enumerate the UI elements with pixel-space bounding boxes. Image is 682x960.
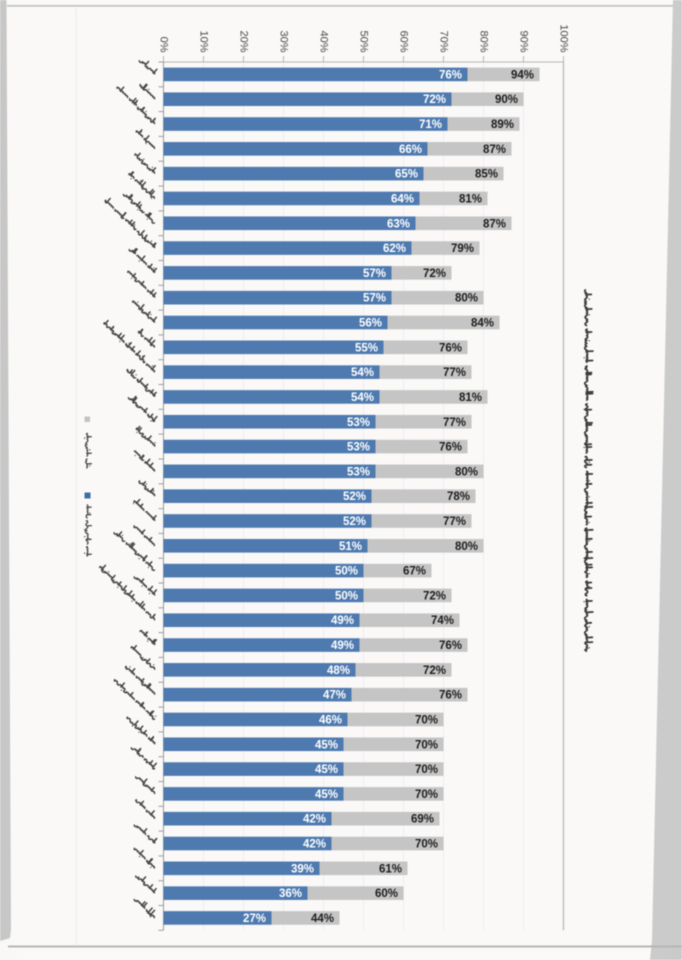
svg-text:70%: 70% (415, 789, 438, 801)
svg-text:66%: 66% (399, 144, 422, 156)
svg-text:51%: 51% (339, 541, 362, 553)
svg-text:30%: 30% (278, 30, 290, 52)
svg-text:55%: 55% (355, 342, 378, 354)
svg-text:78%: 78% (447, 491, 470, 503)
svg-text:70%: 70% (415, 839, 438, 851)
svg-text:49%: 49% (331, 640, 354, 652)
svg-text:80%: 80% (478, 30, 490, 52)
svg-text:56%: 56% (359, 318, 382, 330)
svg-text:39%: 39% (291, 863, 314, 875)
svg-text:76%: 76% (439, 69, 462, 81)
svg-text:90%: 90% (518, 30, 530, 52)
svg-text:90%: 90% (495, 94, 518, 106)
svg-text:76%: 76% (439, 342, 462, 354)
svg-text:70%: 70% (438, 30, 450, 52)
svg-text:84%: 84% (471, 318, 494, 330)
svg-text:89%: 89% (491, 119, 514, 131)
svg-text:72%: 72% (423, 268, 446, 280)
svg-text:0%: 0% (158, 37, 170, 53)
svg-text:45%: 45% (315, 789, 338, 801)
svg-text:71%: 71% (419, 119, 442, 131)
svg-text:63%: 63% (387, 218, 410, 230)
svg-text:53%: 53% (347, 466, 370, 478)
svg-text:79%: 79% (451, 243, 474, 255)
svg-text:48%: 48% (327, 665, 350, 677)
svg-text:54%: 54% (351, 367, 374, 379)
svg-text:64%: 64% (391, 193, 414, 205)
svg-text:60%: 60% (398, 30, 410, 52)
svg-text:10%: 10% (198, 30, 210, 52)
svg-text:65%: 65% (395, 169, 418, 181)
svg-text:50%: 50% (358, 30, 370, 52)
svg-text:72%: 72% (423, 665, 446, 677)
svg-text:42%: 42% (303, 814, 326, 826)
svg-text:87%: 87% (483, 144, 506, 156)
svg-text:53%: 53% (347, 417, 370, 429)
svg-text:20%: 20% (238, 30, 250, 52)
svg-text:50%: 50% (335, 590, 358, 602)
svg-text:76%: 76% (439, 690, 462, 702)
svg-text:57%: 57% (363, 293, 386, 305)
svg-text:81%: 81% (459, 392, 482, 404)
svg-text:47%: 47% (323, 690, 346, 702)
svg-text:46%: 46% (319, 714, 342, 726)
svg-text:77%: 77% (443, 417, 466, 429)
svg-text:54%: 54% (351, 392, 374, 404)
svg-text:81%: 81% (459, 193, 482, 205)
svg-text:57%: 57% (363, 268, 386, 280)
svg-text:72%: 72% (423, 590, 446, 602)
svg-text:94%: 94% (511, 69, 534, 81)
svg-text:70%: 70% (415, 739, 438, 751)
svg-text:85%: 85% (475, 169, 498, 181)
svg-text:70%: 70% (415, 764, 438, 776)
svg-text:49%: 49% (331, 615, 354, 627)
svg-text:80%: 80% (455, 293, 478, 305)
svg-text:52%: 52% (343, 516, 366, 528)
svg-text:27%: 27% (243, 913, 266, 925)
svg-text:77%: 77% (443, 516, 466, 528)
svg-text:72%: 72% (423, 94, 446, 106)
svg-text:52%: 52% (343, 491, 366, 503)
svg-text:76%: 76% (439, 640, 462, 652)
svg-text:100%: 100% (558, 24, 570, 52)
svg-text:45%: 45% (315, 764, 338, 776)
svg-text:60%: 60% (375, 888, 398, 900)
svg-text:74%: 74% (431, 615, 454, 627)
svg-text:87%: 87% (483, 218, 506, 230)
svg-text:50%: 50% (335, 566, 358, 578)
svg-text:44%: 44% (311, 913, 334, 925)
svg-text:76%: 76% (439, 442, 462, 454)
svg-text:69%: 69% (411, 814, 434, 826)
svg-text:36%: 36% (279, 888, 302, 900)
svg-text:61%: 61% (379, 863, 402, 875)
svg-text:80%: 80% (455, 541, 478, 553)
svg-text:70%: 70% (415, 714, 438, 726)
svg-text:42%: 42% (303, 839, 326, 851)
svg-text:40%: 40% (318, 30, 330, 52)
svg-text:45%: 45% (315, 739, 338, 751)
svg-text:62%: 62% (383, 243, 406, 255)
svg-text:67%: 67% (403, 566, 426, 578)
svg-text:53%: 53% (347, 442, 370, 454)
svg-text:80%: 80% (455, 466, 478, 478)
svg-text:77%: 77% (443, 367, 466, 379)
